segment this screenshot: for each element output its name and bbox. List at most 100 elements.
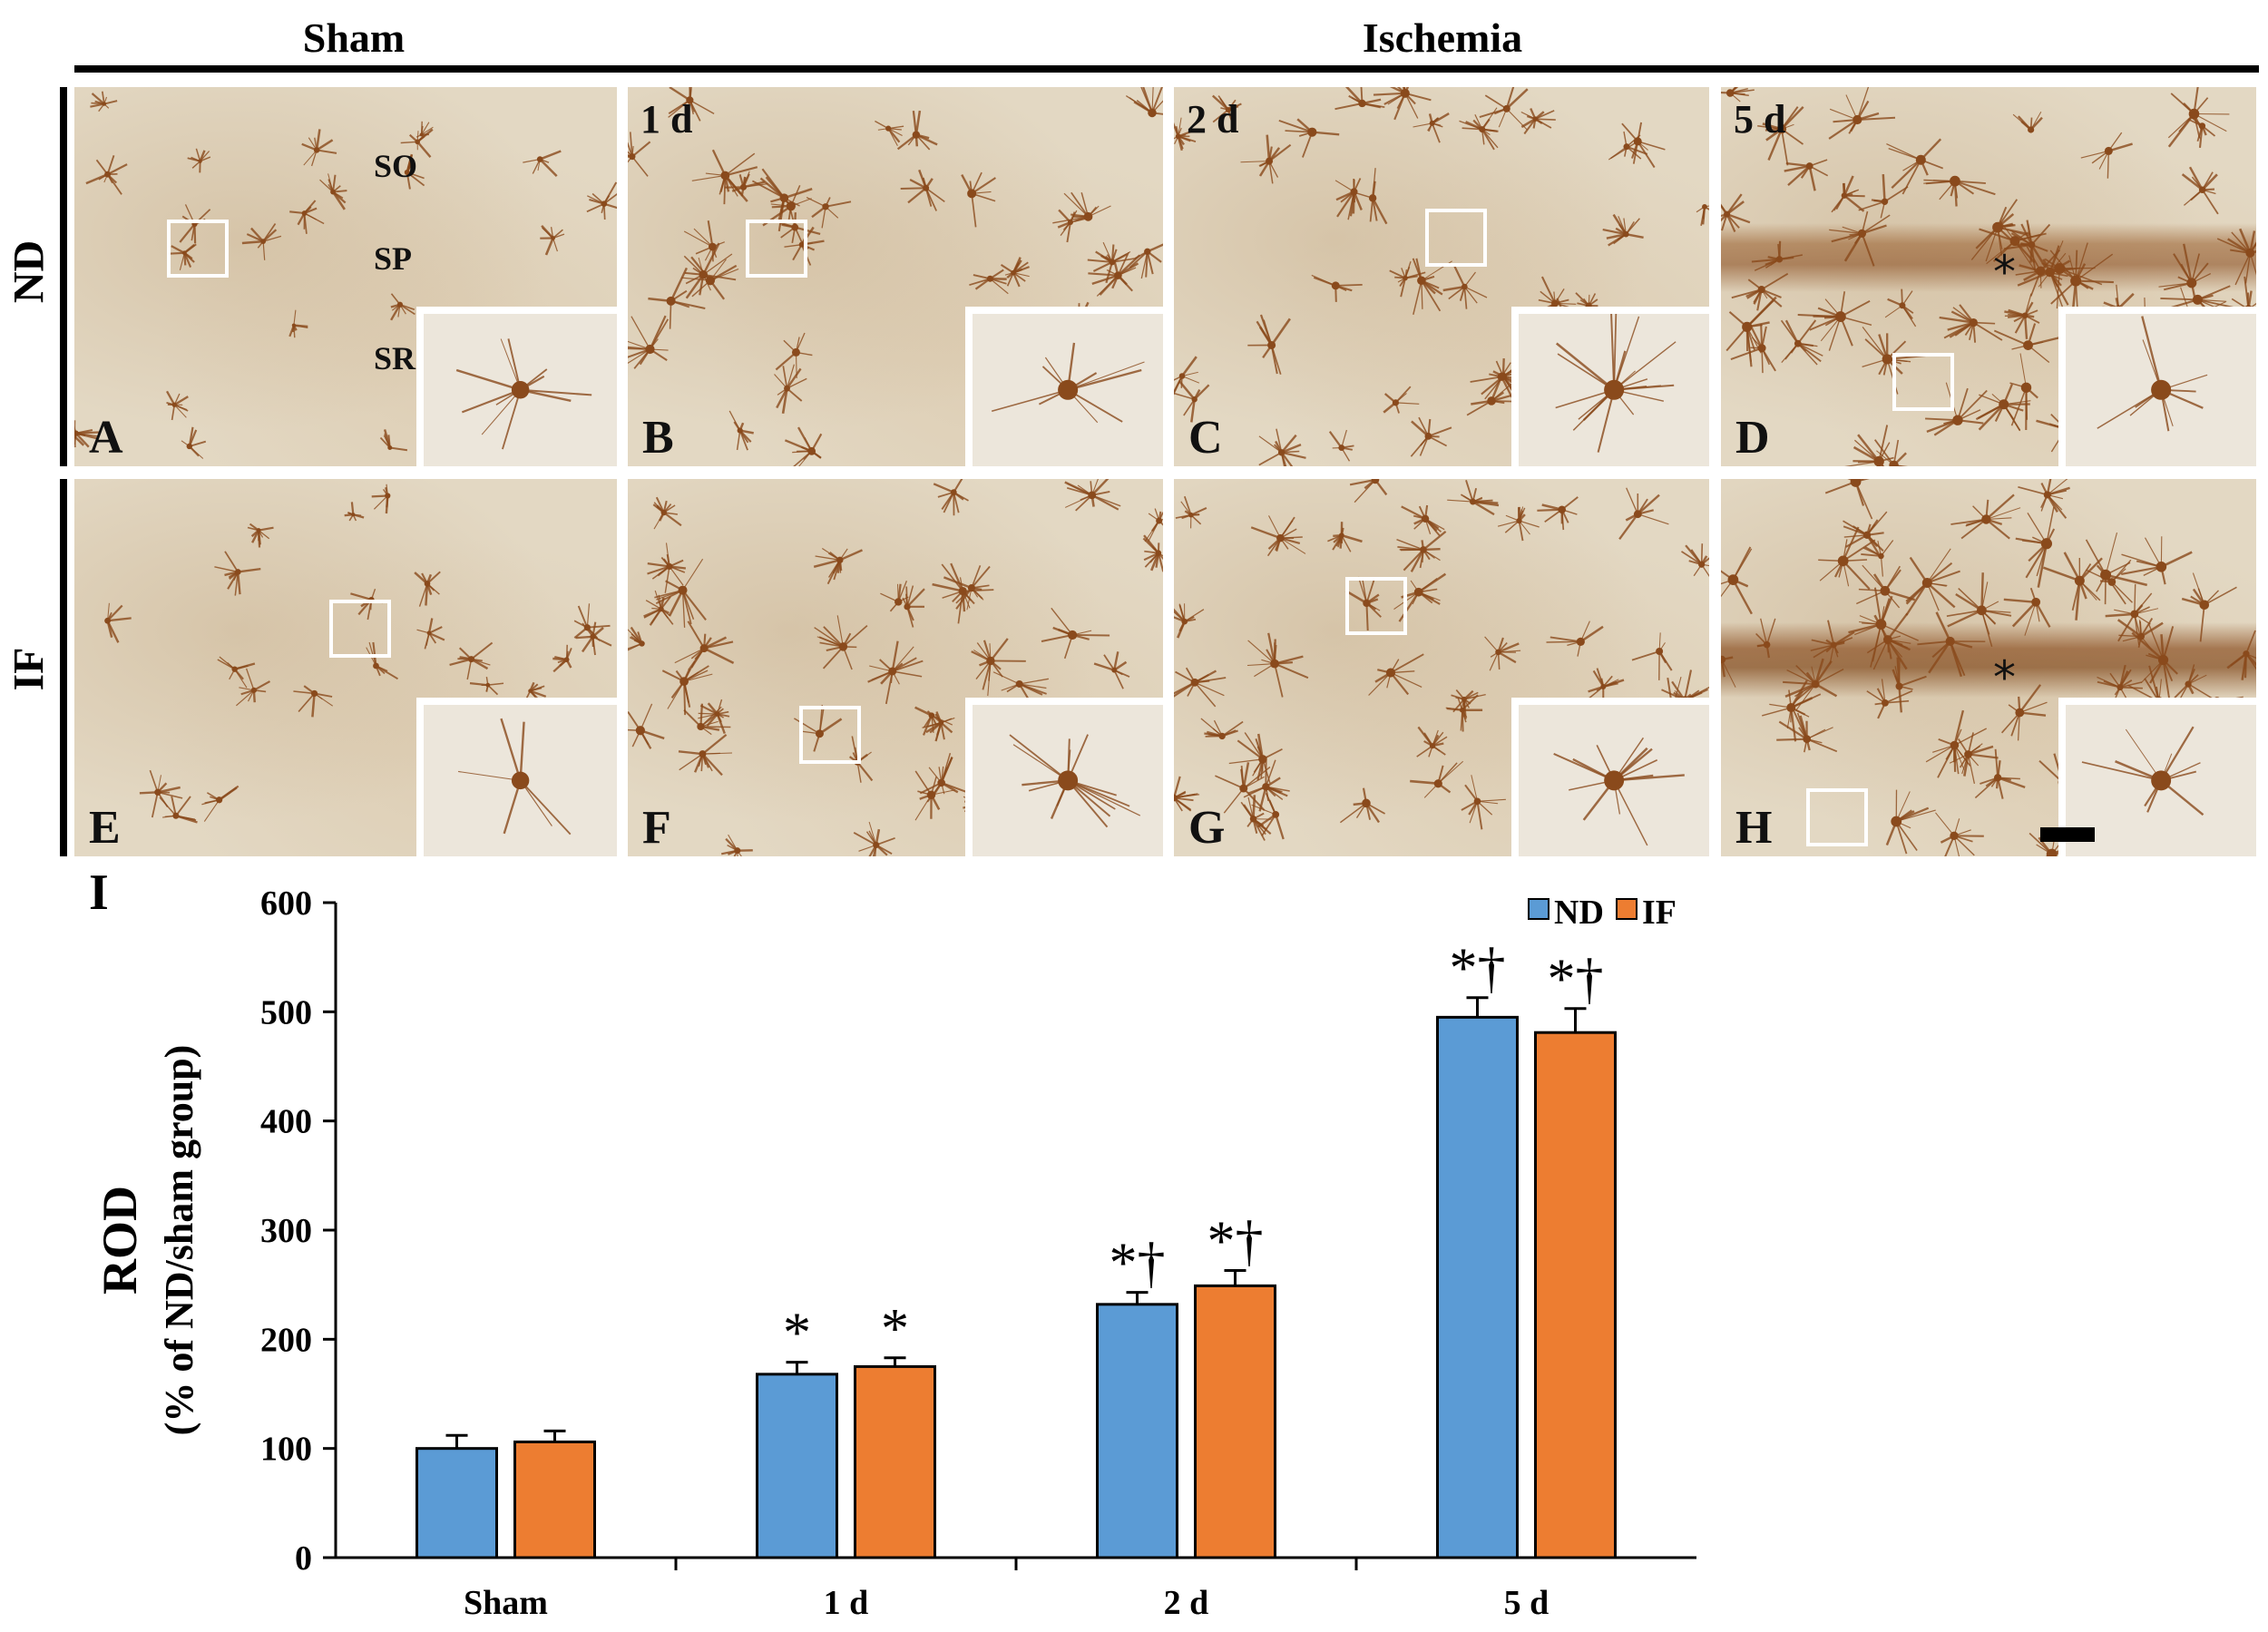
region-of-interest-box [166,220,229,279]
astrocyte [1925,709,1988,778]
astrocyte [1339,787,1386,824]
astrocyte [2105,583,2159,645]
astrocyte [415,121,434,138]
y-axis-subtitle: (% of ND/sham group) [157,1045,201,1436]
legend-label: IF [1642,894,1677,932]
astrocyte [1396,531,1447,572]
astrocyte [1412,258,1452,315]
region-of-interest-box [329,600,392,659]
astrocyte [236,668,271,707]
astrocyte [2158,243,2212,302]
astrocyte [661,660,713,716]
astrocyte [344,502,365,522]
astrocyte [181,426,207,459]
header-ischemia-bar [626,65,2259,73]
astrocyte [1975,384,2031,432]
astrocyte [652,496,682,530]
magnified-inset [964,698,1163,856]
astrocyte [1497,506,1540,542]
astrocyte [1247,314,1291,375]
astrocyte [2121,536,2193,585]
astrocyte [2116,618,2164,651]
astrocyte [1631,632,1673,680]
astrocyte [896,110,938,151]
inset-cell [455,338,591,450]
micrograph-panel: G [1174,479,1709,856]
astrocyte [1520,108,1556,135]
astrocyte [647,542,687,593]
astrocyte [586,181,617,220]
astrocyte [971,638,1026,697]
panel-letter: E [89,802,121,854]
bar-nd [415,1447,498,1559]
micrograph-panel: D 5 d * [1721,87,2256,466]
astrocyte [159,796,198,824]
region-of-interest-box [1806,788,1869,847]
astrocyte [1142,534,1163,572]
micrograph-panel: A SO SP SR [74,87,617,466]
astrocyte [540,224,565,256]
astrocyte [1939,304,2003,343]
astrocyte [1278,118,1340,158]
astrocyte [104,602,132,643]
astrocyte [241,223,282,260]
astrocyte [683,703,731,736]
panel-letter: C [1188,412,1223,464]
magnified-inset [1510,307,1709,466]
astrocyte [751,168,813,232]
astrocyte [2097,316,2207,432]
micrograph-panel: F [628,479,1163,856]
astrocyte [247,523,274,548]
astrocyte [1886,138,1944,195]
astrocyte [1373,87,1432,121]
y-tick-label: 200 [260,1321,312,1359]
bar-if [854,1364,936,1559]
astrocyte [1586,668,1625,704]
astrocyte [1848,587,1919,668]
astrocyte [1843,511,1888,555]
astrocyte [371,484,391,514]
astrocyte [1175,495,1207,529]
panel-letter: H [1735,802,1773,854]
magnified-inset [415,307,617,466]
astrocyte [1250,515,1306,557]
astrocyte [1174,356,1200,396]
astrocyte [1776,709,1838,753]
astrocyte [1243,756,1290,812]
significance-mark: *† [1450,938,1506,1000]
micrograph-panel: H * [1721,479,2256,856]
astrocyte [1824,479,1873,520]
astrocyte [319,173,347,210]
astrocyte [813,548,863,585]
astrocyte [762,176,812,227]
chart-letter: I [89,865,109,921]
y-tick-label: 0 [295,1539,312,1578]
astrocyte [85,155,128,195]
astrocyte [1410,416,1452,457]
row-label-if: IF [5,647,54,691]
astrocyte [880,581,909,612]
inset-cell [457,718,572,836]
astrocyte [1935,812,1984,856]
astrocyte [648,267,706,329]
inset-cell [991,343,1145,424]
legend-swatch [1616,898,1637,920]
astrocyte [289,200,325,234]
astrocyte [1129,243,1163,279]
astrocyte [1917,611,1986,678]
astrocyte [1368,653,1424,696]
astrocyte [1087,241,1136,284]
astrocyte [1174,667,1227,708]
astrocyte [1731,272,1789,311]
astrocyte [969,269,1009,295]
astrocyte [1885,789,1936,855]
astrocyte [628,703,665,749]
astrocyte [523,150,562,177]
astrocyte [2226,630,2256,680]
astrocyte [1818,526,1876,591]
astrocyte [1344,576,1382,631]
astrocyte [728,410,754,451]
astrocyte [1246,632,1309,698]
bar-nd [756,1373,838,1559]
astrocyte [449,641,494,680]
